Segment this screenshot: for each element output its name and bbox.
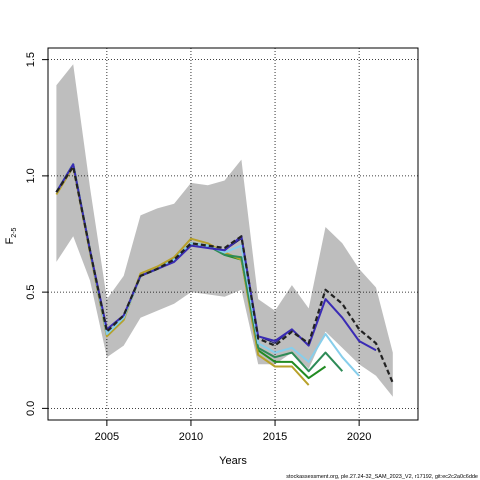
series-layer (55, 163, 394, 386)
y-axis-title: F2-5 (4, 227, 18, 244)
footnote: stockassessment.org, ple.27.24-32_SAM_20… (286, 474, 478, 480)
tick-layer: 2005 2010 2015 2020 0.0 0.5 1.0 1.5 (25, 52, 371, 443)
x-axis-title: Years (219, 455, 247, 467)
series-line-5 (55, 163, 377, 352)
x-tick-label-3: 2020 (347, 431, 371, 443)
x-tick-label-1: 2010 (179, 431, 203, 443)
series-line-6 (55, 165, 394, 384)
x-tick-label-2: 2015 (263, 431, 287, 443)
y-axis-title-subscript: 2-5 (11, 227, 18, 237)
confidence-band-layer (56, 64, 393, 397)
y-tick-label-1: 0.5 (25, 284, 37, 299)
y-tick-label-2: 1.0 (25, 168, 37, 183)
plot-frame (47, 47, 419, 421)
y-tick-label-3: 1.5 (25, 52, 37, 67)
y-tick-label-0: 0.0 (25, 401, 37, 416)
y-axis-title-main: F (4, 237, 16, 244)
x-tick-label-0: 2005 (95, 431, 119, 443)
confidence-band (56, 64, 393, 397)
series-line-3 (55, 163, 360, 377)
